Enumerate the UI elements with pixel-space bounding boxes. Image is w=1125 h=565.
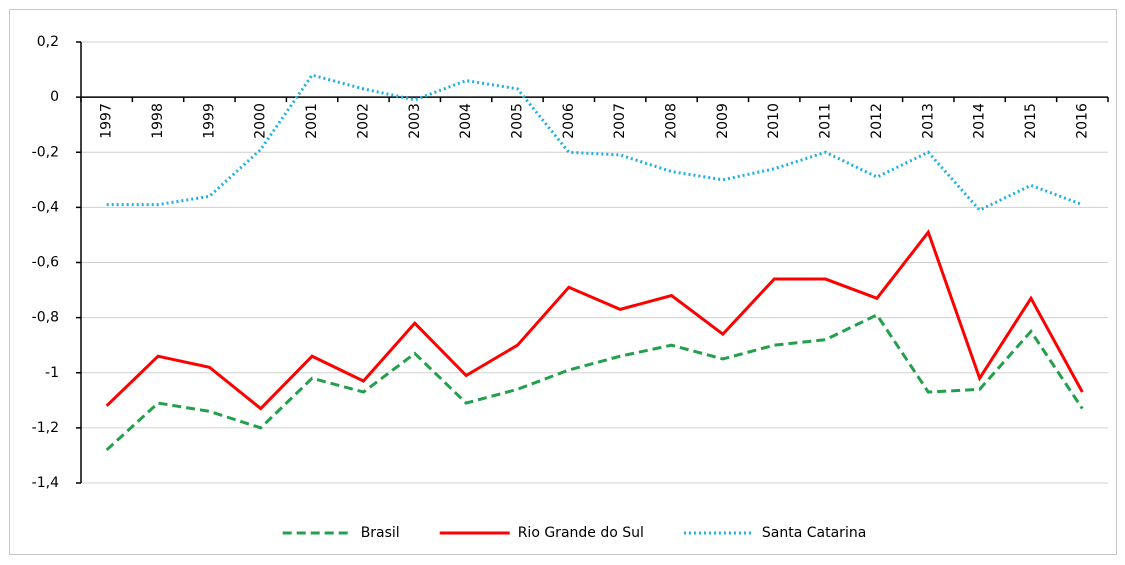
x-tick-label: 2016 xyxy=(1074,103,1090,139)
x-tick-label: 2004 xyxy=(458,103,474,139)
x-tick-label: 2002 xyxy=(355,103,371,139)
legend-label: Rio Grande do Sul xyxy=(518,525,644,541)
x-tick-label: 2015 xyxy=(1023,103,1039,139)
x-tick-label: 2011 xyxy=(818,103,834,139)
y-tick-label: -1,4 xyxy=(32,475,59,491)
x-tick-label: 2003 xyxy=(407,103,423,139)
x-tick-label: 1998 xyxy=(150,103,166,139)
y-tick-label: 0,2 xyxy=(37,34,59,50)
y-tick-label: -0,8 xyxy=(32,310,59,326)
x-tick-label: 2010 xyxy=(766,103,782,139)
series-line xyxy=(105,312,1084,452)
x-tick-label: 2014 xyxy=(972,103,988,139)
chart-frame xyxy=(9,9,1117,555)
y-tick-label: -0,4 xyxy=(32,199,59,215)
x-tick-label: 2013 xyxy=(920,103,936,139)
series-line xyxy=(105,229,1084,411)
y-tick-label: 0 xyxy=(50,89,59,105)
x-tick-label: 2000 xyxy=(253,103,269,139)
x-tick-label: 2012 xyxy=(869,103,885,139)
legend-label: Brasil xyxy=(361,525,400,541)
x-tick-label: 2007 xyxy=(612,103,628,139)
x-tick-label: 1999 xyxy=(201,103,217,139)
series-line xyxy=(106,73,1083,212)
y-tick-label: -1 xyxy=(45,365,59,381)
x-tick-label: 2009 xyxy=(715,103,731,139)
y-tick-label: -1,2 xyxy=(32,420,59,436)
x-tick-label: 2008 xyxy=(664,103,680,139)
y-tick-label: -0,6 xyxy=(32,255,59,271)
x-tick-label: 2005 xyxy=(509,103,525,139)
x-tick-label: 2001 xyxy=(304,103,320,139)
y-tick-label: -0,2 xyxy=(32,144,59,160)
x-tick-label: 2006 xyxy=(561,103,577,139)
x-tick-label: 1997 xyxy=(99,103,115,139)
legend-label: Santa Catarina xyxy=(762,525,866,541)
